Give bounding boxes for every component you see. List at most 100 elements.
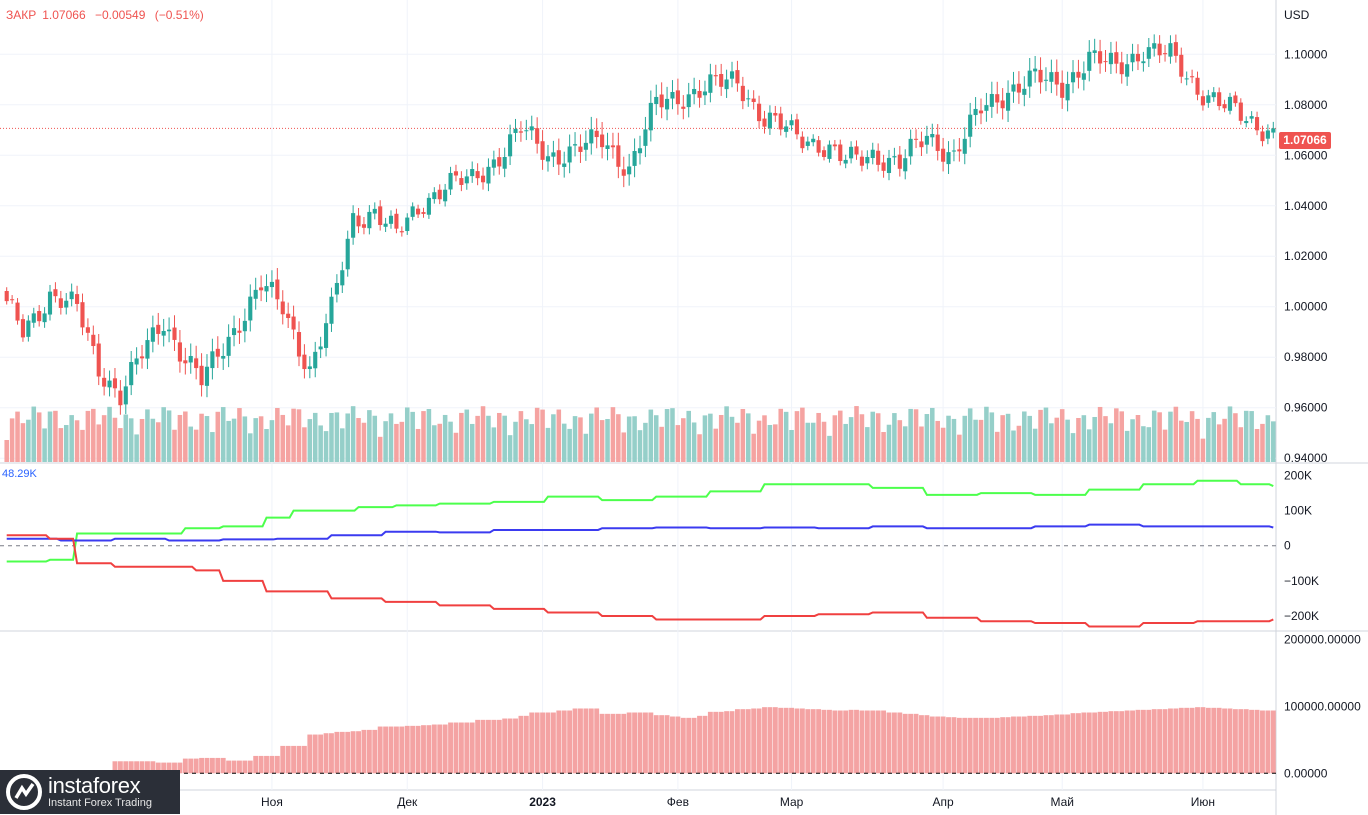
candle-body [746, 98, 751, 100]
volume-bar [85, 410, 91, 462]
volume-bar [123, 414, 129, 462]
volume-bar [80, 429, 85, 462]
hist-bar [783, 707, 789, 774]
hist-bar [621, 713, 627, 774]
hist-bar [388, 726, 394, 774]
candle-body [1217, 92, 1222, 107]
hist-bar [951, 717, 957, 774]
volume-bar [745, 413, 751, 462]
hist-bar [182, 758, 188, 774]
hist-y-tick-label: 100000.00000 [1284, 699, 1361, 713]
volume-bar [773, 424, 778, 462]
candle-body [1211, 92, 1216, 98]
candle-body [913, 138, 919, 140]
volume-bar [778, 408, 784, 462]
candle-body [1162, 53, 1168, 55]
candle-body [351, 213, 356, 238]
hist-bar [924, 715, 930, 774]
hist-bar [935, 716, 941, 774]
candle-body [589, 129, 594, 144]
volume-bar [1119, 411, 1125, 462]
volume-bar [735, 422, 740, 462]
volume-bar [572, 416, 578, 462]
candle-body [1054, 71, 1059, 85]
volume-bar [74, 420, 80, 462]
candle-body [112, 378, 118, 389]
hist-bar [215, 757, 221, 774]
hist-bar [642, 712, 648, 774]
axes: Ноя Дек 2023 Фев Мар Апр Май Июн 1.10000 1.08000 1… [261, 47, 1361, 809]
candle-body [491, 159, 496, 168]
hist-bar [978, 717, 984, 774]
volume-bar [821, 421, 827, 462]
candle-body [535, 128, 540, 144]
volume-bar [1157, 412, 1162, 462]
candle-body [1076, 71, 1081, 78]
volume-bar [285, 425, 291, 462]
volume-bar [1043, 407, 1049, 462]
hist-bar [908, 713, 914, 774]
candle-body [1249, 116, 1254, 119]
hist-bar [280, 745, 286, 774]
candle-body [719, 74, 724, 87]
volume-bar [199, 413, 204, 462]
hist-bar [329, 733, 334, 774]
volume-bar [53, 410, 58, 462]
volume-bar [897, 420, 903, 462]
volume-bar [973, 419, 978, 462]
volume-bar [1097, 406, 1103, 462]
hist-bar [664, 715, 670, 774]
candle-body [610, 145, 615, 148]
candle-body [275, 279, 280, 300]
candle-body [1260, 131, 1265, 142]
hist-bar [258, 755, 264, 774]
y-tick-label: 0.94000 [1284, 451, 1328, 465]
volume-bar [291, 408, 296, 462]
candle-body [75, 294, 80, 304]
volume-bar [1022, 411, 1027, 462]
hist-bar [393, 726, 399, 774]
y-tick-label: 1.02000 [1284, 249, 1328, 263]
candle-body [1200, 96, 1205, 106]
volume-bar [810, 422, 816, 462]
candle-body [562, 163, 567, 167]
volume-bar [372, 415, 378, 462]
volume-bar [139, 418, 145, 462]
volume-bar [231, 418, 237, 462]
candle-body [286, 313, 291, 319]
candle-body [1271, 128, 1276, 133]
volume-bar [800, 407, 805, 462]
hist-bar [1097, 711, 1103, 774]
candle-body [448, 172, 453, 190]
instaforex-logo[interactable]: instaforex Instant Forex Trading [0, 770, 180, 814]
volume-bar [621, 432, 627, 462]
hist-bar [973, 717, 979, 774]
candle-body [978, 110, 984, 114]
hist-bar [1130, 710, 1135, 774]
hist-bar [610, 713, 616, 774]
hist-bar [1162, 709, 1168, 774]
volume-bar [312, 412, 318, 462]
volume-bar [648, 409, 654, 462]
hist-bar [740, 709, 746, 774]
candle-body [1070, 72, 1076, 83]
hist-bar [264, 755, 269, 774]
candle-body [129, 362, 134, 386]
hist-y-tick-label: 0.00000 [1284, 766, 1328, 780]
volume-bar [1065, 419, 1070, 462]
hist-bar [1092, 712, 1098, 774]
candle-body [139, 356, 145, 359]
candle-body [248, 296, 253, 321]
hist-bar [145, 761, 150, 774]
candle-body [681, 106, 686, 109]
candle-body [31, 313, 36, 323]
candle-body [416, 208, 421, 215]
volume-bar [919, 426, 924, 462]
y-tick-label: 0.96000 [1284, 401, 1328, 415]
volume-bar [843, 423, 848, 462]
hist-bar [1038, 715, 1043, 774]
volume-bar [172, 429, 177, 462]
hist-bar [827, 709, 832, 774]
candle-body [740, 85, 745, 102]
